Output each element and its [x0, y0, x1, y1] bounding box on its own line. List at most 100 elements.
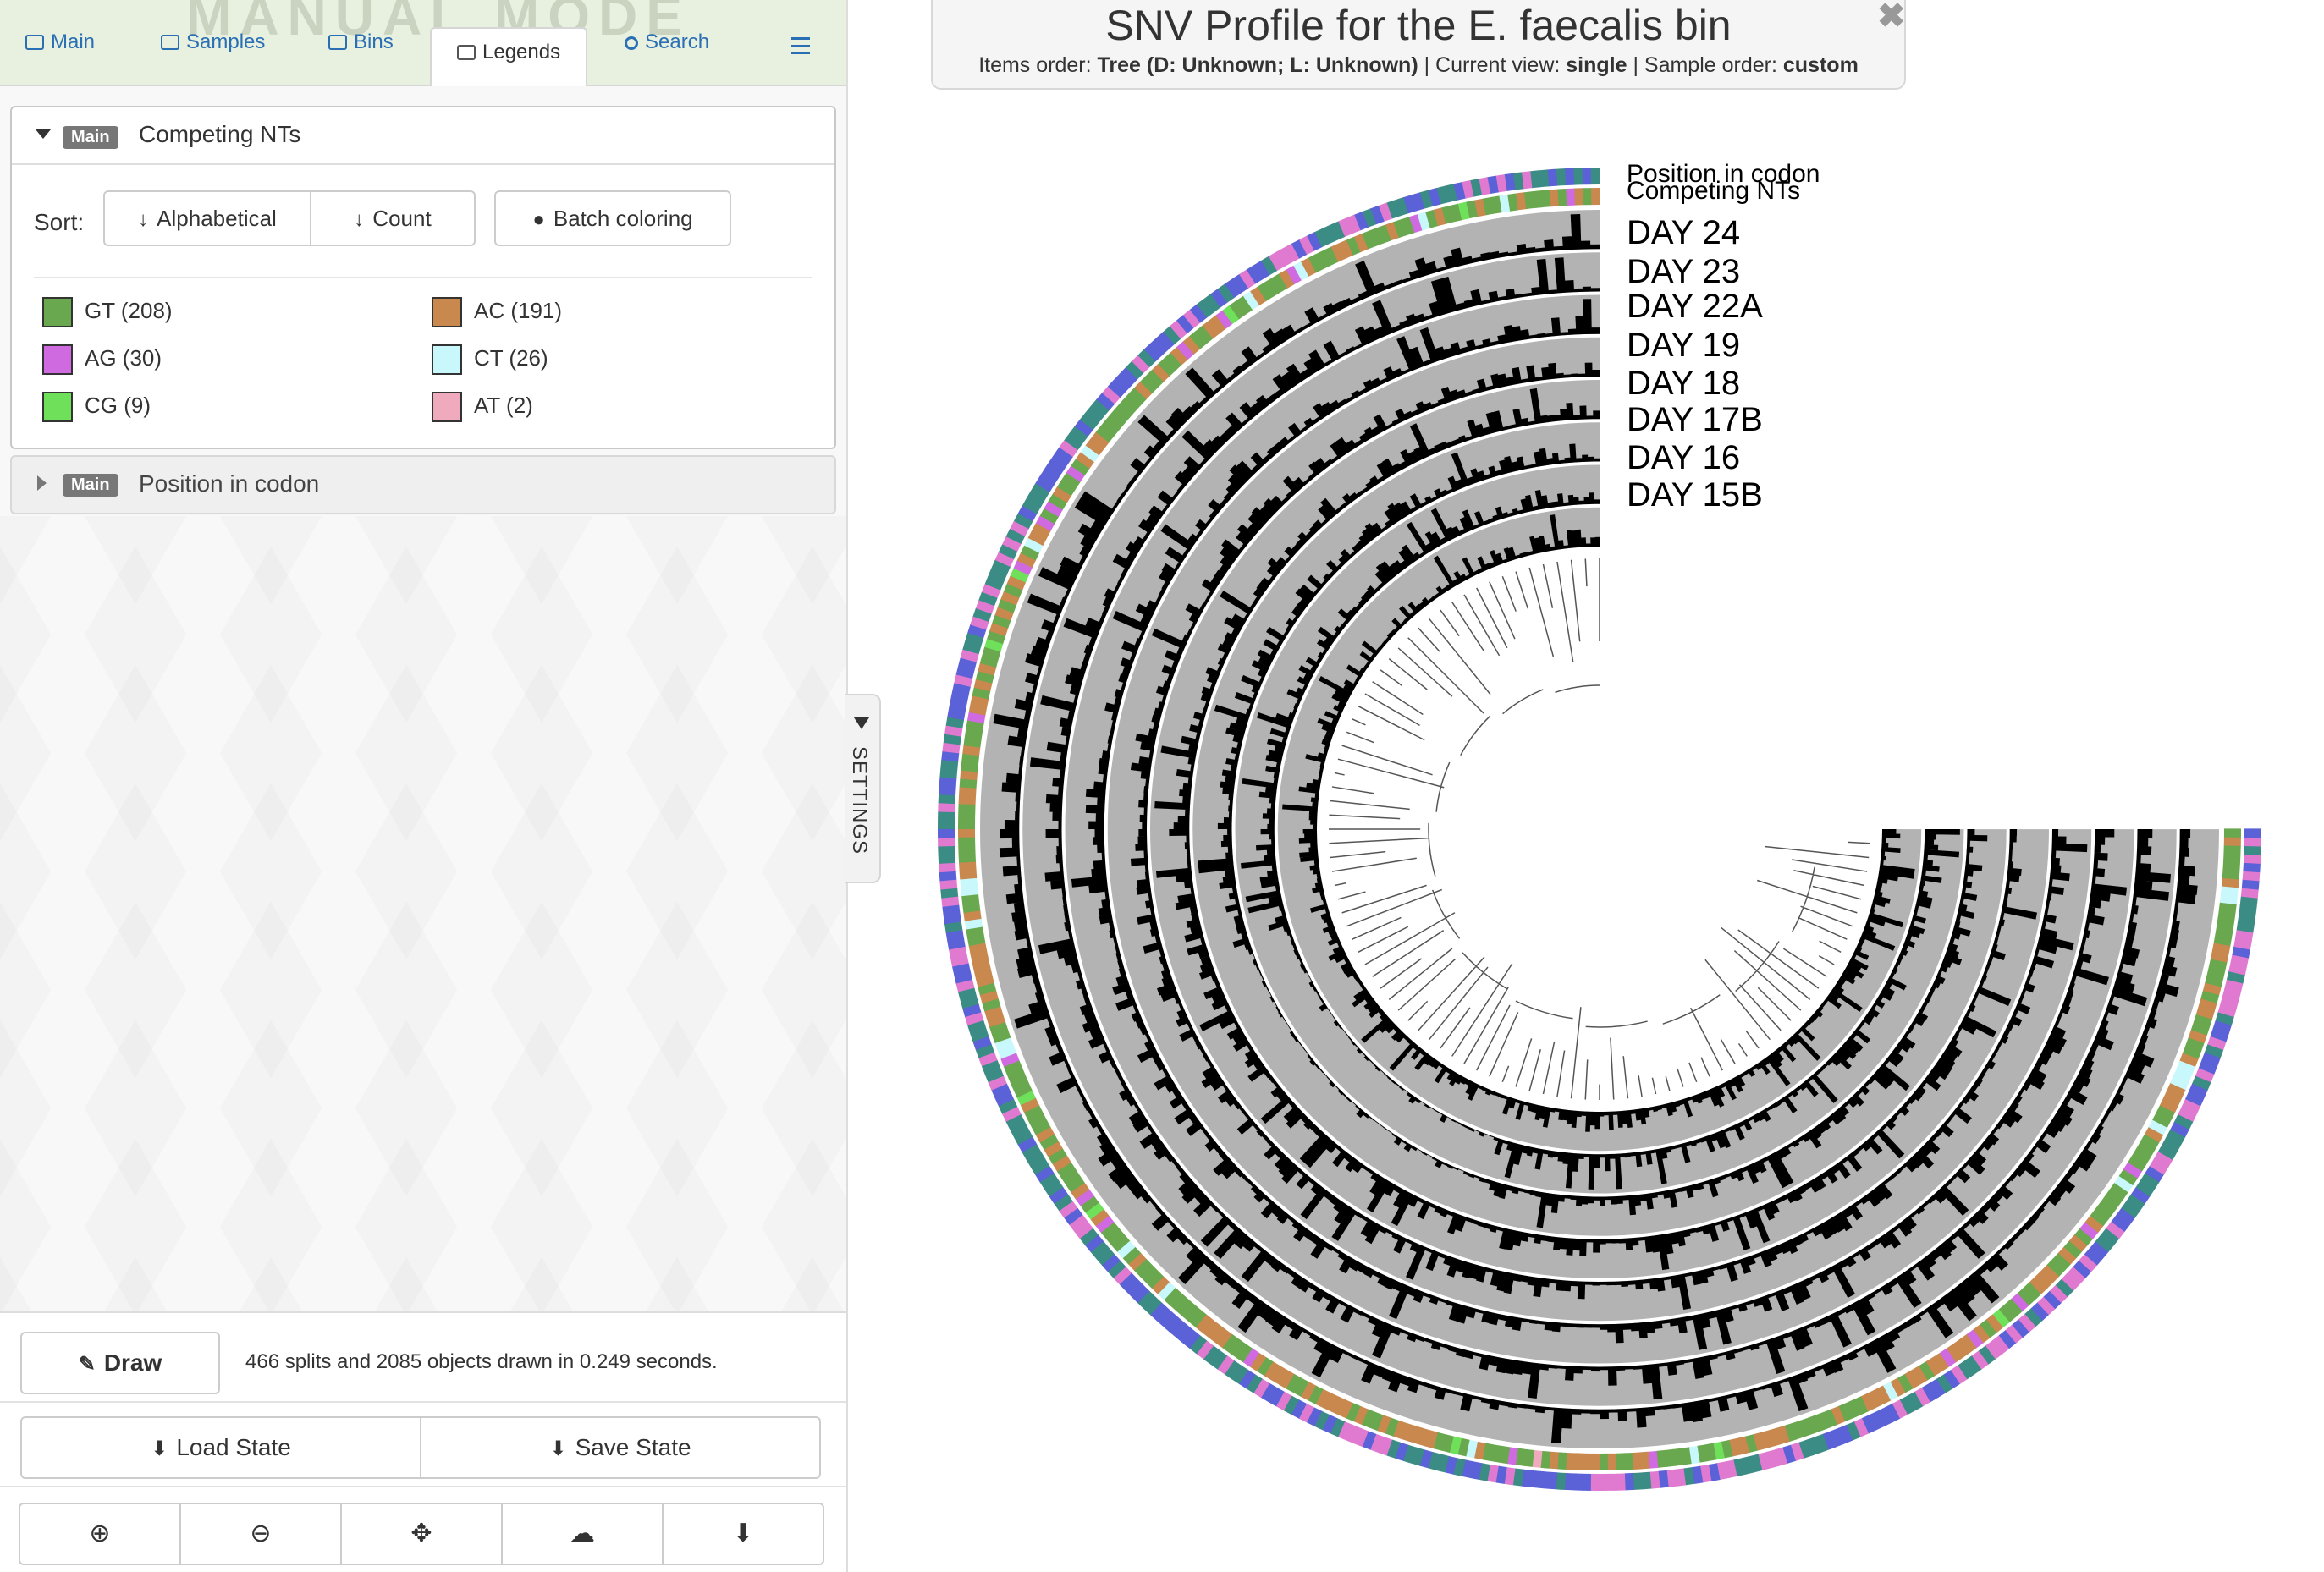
- upload-button[interactable]: ☁: [501, 1503, 664, 1565]
- nt-segment: [1338, 1399, 1354, 1419]
- nt-segment: [1704, 1443, 1717, 1462]
- load-state-button[interactable]: ⬇ Load State: [20, 1416, 421, 1479]
- legend-item-label: AT (2): [474, 393, 533, 418]
- nt-segment: [2222, 869, 2240, 880]
- pencil-icon: ✎: [78, 1353, 96, 1376]
- codon-segment: [2135, 1179, 2156, 1197]
- color-swatch[interactable]: [42, 392, 73, 423]
- nt-segment: [1369, 227, 1384, 247]
- sidebar-background: [0, 516, 846, 1311]
- nt-segment: [1823, 1409, 1838, 1428]
- tab-samples-label: Samples: [186, 30, 266, 53]
- color-swatch[interactable]: [432, 344, 462, 376]
- codon-segment: [1853, 1417, 1870, 1437]
- settings-toggle[interactable]: SETTINGS: [845, 694, 881, 883]
- nt-segment: [960, 770, 978, 781]
- nt-segment: [1548, 189, 1559, 207]
- tab-legends[interactable]: Legends: [430, 27, 588, 86]
- nt-segment: [964, 918, 983, 931]
- nt-segment: [1006, 1068, 1027, 1083]
- codon-segment: [1600, 1473, 1609, 1491]
- codon-segment: [1090, 1241, 1110, 1260]
- tree-branches: [1329, 558, 1870, 1100]
- caret-down-icon[interactable]: [36, 129, 51, 139]
- tab-main[interactable]: Main: [25, 25, 95, 59]
- color-swatch[interactable]: [432, 297, 462, 328]
- codon-segment: [991, 559, 1011, 575]
- codon-segment: [2140, 1173, 2160, 1190]
- nt-segment: [1532, 1449, 1544, 1468]
- codon-segment: [947, 938, 966, 951]
- nt-segment: [1474, 1441, 1487, 1460]
- nt-segment: [1236, 295, 1253, 316]
- nt-segment: [1292, 261, 1309, 281]
- tab-samples[interactable]: Samples: [161, 25, 265, 59]
- codon-segment: [1838, 1424, 1853, 1444]
- codon-segment: [1539, 1470, 1550, 1489]
- nt-segment: [2068, 1234, 2088, 1252]
- nt-segment: [1516, 1448, 1527, 1466]
- codon-segment: [2198, 1059, 2218, 1075]
- codon-segment: [1353, 211, 1369, 231]
- legend-item-at[interactable]: AT (2): [432, 388, 533, 423]
- close-icon[interactable]: ✖: [1877, 0, 1906, 35]
- codon-segment: [1063, 433, 1083, 451]
- layer-label: DAY 23: [1627, 253, 1740, 290]
- caret-right-icon[interactable]: [37, 475, 47, 491]
- nt-segment: [1784, 1422, 1798, 1442]
- codon-segment: [1113, 1267, 1132, 1285]
- sort-alphabetical-button[interactable]: ↓ Alphabetical: [103, 190, 311, 246]
- legend-item-ag[interactable]: AG (30): [42, 341, 162, 376]
- nt-segment: [1023, 537, 1044, 554]
- color-swatch[interactable]: [42, 297, 73, 328]
- drop-icon: ●: [532, 208, 545, 231]
- draw-label: Draw: [103, 1349, 162, 1376]
- codon-segment: [978, 1052, 998, 1067]
- codon-segment: [1402, 195, 1417, 214]
- nt-segment: [1170, 347, 1188, 366]
- section-divider: [0, 1401, 846, 1403]
- nt-segment: [964, 728, 983, 740]
- sort-alpha-icon: ↓: [138, 208, 149, 231]
- codon-segment: [1137, 349, 1156, 368]
- save-state-button[interactable]: ⬇ Save State: [420, 1416, 821, 1479]
- hamburger-menu-icon[interactable]: [791, 37, 810, 54]
- legend-item-gt[interactable]: GT (208): [42, 294, 173, 328]
- batch-coloring-button[interactable]: ● Batch coloring: [494, 190, 731, 246]
- codon-segment: [1084, 405, 1104, 424]
- nt-segment: [968, 704, 988, 717]
- color-swatch[interactable]: [432, 392, 462, 423]
- center-button[interactable]: ✥: [340, 1503, 503, 1565]
- legend-item-ct[interactable]: CT (26): [432, 341, 548, 376]
- nt-segment: [2029, 1276, 2048, 1294]
- nt-segment: [1095, 425, 1115, 443]
- nt-segment: [2152, 1112, 2172, 1128]
- nt-segment: [1377, 224, 1391, 244]
- nt-segment: [2074, 1228, 2094, 1246]
- legend-item-cg[interactable]: CG (9): [42, 388, 151, 423]
- export-button[interactable]: ⬇: [662, 1503, 824, 1565]
- sort-count-button[interactable]: ↓ Count: [310, 190, 476, 246]
- nt-segment: [1270, 273, 1287, 294]
- codon-segment: [1582, 1473, 1592, 1491]
- nt-segment: [959, 778, 978, 789]
- items-order-value: Tree (D: Unknown; L: Unknown): [1097, 53, 1418, 77]
- zoom-out-button[interactable]: ⊖: [179, 1503, 342, 1565]
- codon-segment: [1156, 332, 1175, 351]
- codon-segment: [1246, 1374, 1264, 1394]
- draw-button[interactable]: ✎ Draw: [20, 1332, 220, 1394]
- codon-segment: [1936, 1374, 1953, 1393]
- tab-bins[interactable]: Bins: [328, 25, 394, 59]
- legend-panel-position-in-codon[interactable]: Main Position in codon: [10, 455, 836, 514]
- codon-segment: [981, 584, 1001, 599]
- nt-segment: [2167, 1082, 2186, 1098]
- legend-panel-header[interactable]: Main Competing NTs: [12, 107, 834, 165]
- legend-item-ac[interactable]: AC (191): [432, 294, 562, 328]
- color-swatch[interactable]: [42, 344, 73, 376]
- nt-segment: [2046, 1258, 2066, 1277]
- codon-segment: [1049, 1187, 1069, 1205]
- tab-search[interactable]: Search: [625, 25, 709, 59]
- codon-segment: [1001, 536, 1022, 552]
- zoom-in-button[interactable]: ⊕: [19, 1503, 181, 1565]
